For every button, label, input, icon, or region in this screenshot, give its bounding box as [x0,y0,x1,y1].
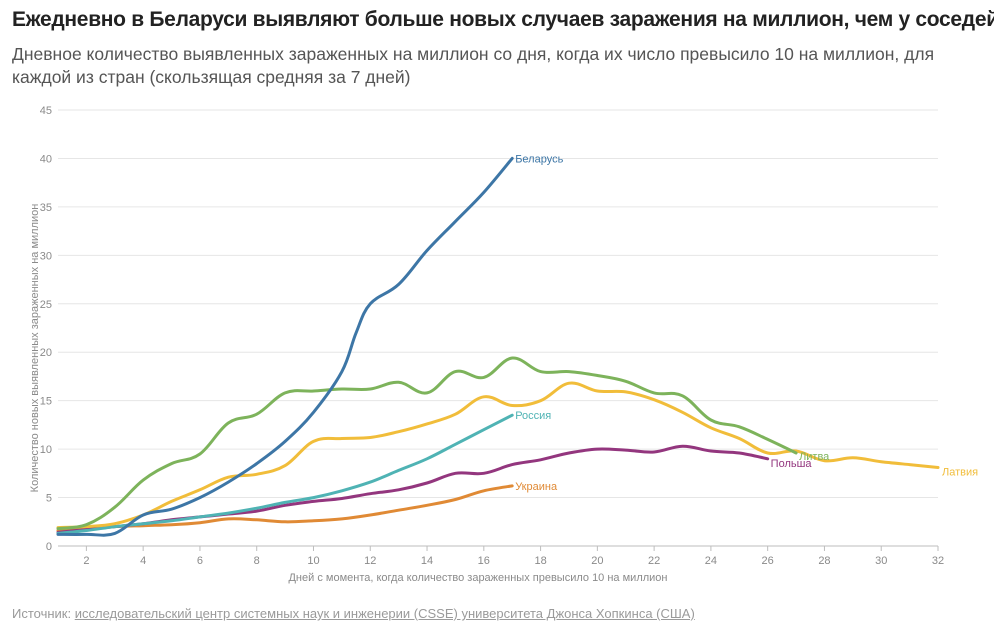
y-tick-label: 15 [40,396,52,408]
x-tick-label: 28 [818,555,830,567]
x-tick-label: 10 [307,555,319,567]
x-tick-label: 20 [591,555,603,567]
x-tick-label: 18 [534,555,546,567]
x-tick-label: 24 [705,555,717,567]
y-tick-label: 45 [40,105,52,117]
series-label: Беларусь [515,153,563,165]
y-axis-label: Количество новых выявленных зараженных н… [29,204,41,493]
series-label: Россия [515,410,551,422]
x-tick-label: 2 [83,555,89,567]
series-label: Латвия [942,467,978,479]
x-tick-label: 4 [140,555,146,567]
y-tick-label: 10 [40,444,52,456]
source-note: Источник: исследовательский центр систем… [12,606,695,621]
y-tick-label: 40 [40,153,52,165]
y-tick-label: 35 [40,202,52,214]
chart-subtitle: Дневное количество выявленных зараженных… [12,44,935,87]
x-axis-label: Дней с момента, когда количество заражен… [288,572,667,584]
series-line [56,413,514,535]
x-tick-label: 30 [875,555,887,567]
gridlines [58,109,939,551]
x-tick-label: 8 [254,555,260,567]
y-tick-label: 5 [46,493,52,505]
y-tick-label: 30 [40,250,52,262]
x-tick-label: 32 [932,555,944,567]
y-tick-label: 25 [40,299,52,311]
series-label: Литва [799,451,830,463]
y-tick-label: 20 [40,347,52,359]
series-label: Украина [515,481,558,493]
chart-title: Ежедневно в Беларуси выявляют больше нов… [12,8,994,31]
series-line [56,156,514,537]
x-tick-label: 22 [648,555,660,567]
y-tick-label: 0 [46,541,52,553]
series-line [56,444,770,534]
source-prefix: Источник: [12,606,72,621]
x-tick-label: 12 [364,555,376,567]
x-tick-label: 16 [478,555,490,567]
series-line [56,484,514,532]
series-line [56,356,798,531]
source-link[interactable]: исследовательский центр системных наук и… [74,606,695,621]
series-lines [56,156,940,537]
series-labels: Украина Польша Россия Латвия Литва Беларусь [515,153,978,492]
x-tick-label: 26 [762,555,774,567]
x-tick-label: 14 [421,555,433,567]
x-tick-label: 6 [197,555,203,567]
series-label: Польша [771,458,813,470]
